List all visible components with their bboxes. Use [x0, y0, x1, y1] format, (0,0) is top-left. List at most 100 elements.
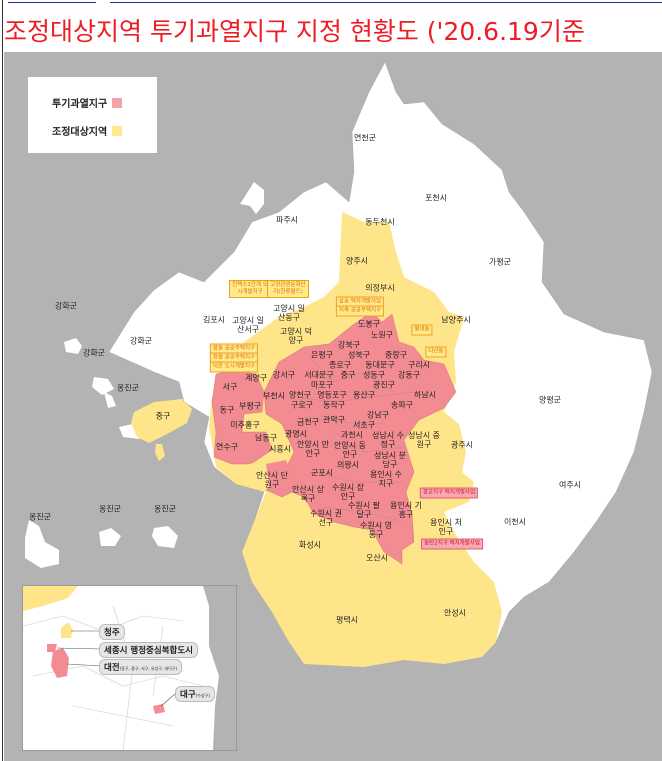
- region-label: 안산시 단원구: [256, 471, 288, 489]
- region-label: 미추홀구: [230, 420, 260, 430]
- overheated-zone-ansan: [266, 460, 294, 492]
- callout-label: 다산동: [425, 346, 447, 358]
- region-label: 영등포구: [317, 390, 347, 400]
- region-label: 고양시 덕양구: [280, 327, 312, 345]
- region-label: 오산시: [365, 553, 389, 563]
- region-label: 용산구: [352, 390, 376, 400]
- region-label: 마포구: [310, 380, 334, 390]
- region-label: 광주시: [450, 440, 474, 450]
- region-label: 부평구: [238, 401, 262, 411]
- region-label: 중구: [340, 370, 356, 380]
- region-label: 중구: [155, 411, 171, 421]
- region-label: 동두천시: [365, 217, 395, 227]
- region-label: 가평군: [488, 257, 512, 267]
- inset-label-cheongju: 청주: [99, 624, 125, 640]
- region-label: 용인시 기흥구: [390, 501, 422, 519]
- region-label: 중랑구: [384, 350, 408, 360]
- callout-label: 킨텍스1단계 도시개발지구: [229, 280, 271, 298]
- region-label: 옹진군: [28, 512, 52, 522]
- region-label: 용인시 처인구: [430, 518, 462, 536]
- callout-label: 동탄2지구 택지개발사업: [421, 538, 483, 550]
- region-label: 성북구: [347, 350, 371, 360]
- region-label: 고양시 일산동구: [273, 304, 305, 322]
- region-label: 광명시: [284, 429, 308, 439]
- region-label: 연수구: [215, 442, 239, 452]
- island-junggu: [131, 399, 192, 461]
- region-label: 성동구: [362, 370, 386, 380]
- region-label: 구리시: [407, 360, 431, 370]
- region-label: 서초구: [352, 420, 376, 430]
- region-label: 수원시 영통구: [360, 521, 392, 539]
- region-label: 동작구: [322, 400, 346, 410]
- islands: [25, 182, 264, 568]
- region-label: 연천군: [353, 133, 377, 143]
- page-title: 조정대상지역 투기과열지구 지정 현황도 ('20.6.19기준: [4, 17, 585, 46]
- region-label: 평택시: [335, 615, 359, 625]
- region-label: 시흥시: [268, 444, 292, 454]
- region-label: 양천구: [288, 390, 312, 400]
- region-label: 종로구: [328, 360, 352, 370]
- region-label: 관악구: [322, 415, 346, 425]
- region-label: 용인시 수지구: [370, 470, 402, 488]
- region-label: 안양시 만안구: [297, 440, 329, 458]
- legend-swatch-pink: [112, 97, 123, 108]
- region-label: 옹진군: [116, 383, 140, 393]
- region-label: 이천시: [503, 517, 527, 527]
- region-label: 양주시: [345, 256, 369, 266]
- region-label: 안성시: [443, 608, 467, 618]
- district-boundaries: [293, 351, 415, 523]
- region-label: 노원구: [370, 330, 394, 340]
- inset-label-daegu: 대구(수성구): [175, 686, 215, 702]
- region-label: 고양시 일산서구: [232, 316, 264, 334]
- region-label: 파주시: [275, 215, 299, 225]
- region-label: 수원시 팔달구: [348, 501, 380, 519]
- region-label: 포천시: [424, 193, 448, 203]
- region-label: 남동구: [254, 433, 278, 443]
- region-label: 광진구: [372, 380, 396, 390]
- legend: 투기과열지구 조정대상지역: [28, 77, 157, 153]
- region-label: 화성시: [298, 540, 322, 550]
- region-label: 강화군: [129, 336, 153, 346]
- callout-label: 고양관광문화단지(한류월드): [267, 280, 309, 298]
- region-label: 수원시 권선구: [310, 509, 342, 527]
- inset-sejong: [47, 644, 57, 652]
- legend-label: 조정대상지역: [52, 127, 108, 138]
- inset-map: 청주 세종시 행정중심복합도시 대전(동구, 중구, 서구, 유성구, 대덕구)…: [22, 585, 237, 751]
- legend-item-overheated: 투기과열지구: [52, 95, 123, 110]
- region-label: 과천시: [340, 430, 364, 440]
- region-label: 계양구: [244, 373, 268, 383]
- region-label: 강남구: [366, 410, 390, 420]
- region-label: 의정부시: [365, 283, 395, 293]
- region-label: 안양시 동안구: [334, 441, 366, 459]
- region-label: 옹진군: [153, 504, 177, 514]
- region-label: 강화군: [54, 301, 78, 311]
- region-label: 의왕시: [336, 460, 360, 470]
- legend-item-adjustment: 조정대상지역: [52, 123, 123, 138]
- region-label: 남양주시: [441, 315, 471, 325]
- region-label: 여주시: [558, 480, 582, 490]
- overheated-zone: [263, 311, 457, 565]
- region-label: 강동구: [397, 370, 421, 380]
- region-label: 군포시: [310, 468, 334, 478]
- region-label: 옹진군: [98, 504, 122, 514]
- region-label: 동구: [219, 405, 235, 415]
- region-label: 김포시: [202, 315, 226, 325]
- inset-daejeon: [51, 648, 69, 678]
- region-label: 하남시: [413, 390, 437, 400]
- region-label: 구로구: [290, 400, 314, 410]
- callout-label: 별내동: [411, 324, 433, 336]
- inset-label-daejeon: 대전(동구, 중구, 서구, 유성구, 대덕구): [99, 659, 183, 675]
- page-border: [2, 0, 3, 761]
- region-label: 강화군: [82, 348, 106, 358]
- region-label: 안산시 상록구: [292, 485, 324, 503]
- region-label: 서대문구: [304, 370, 334, 380]
- header-rule: [8, 2, 96, 3]
- region-label: 송파구: [390, 400, 414, 410]
- region-label: 금천구: [296, 417, 320, 427]
- region-label: 양평군: [538, 395, 562, 405]
- overheated-zone-incheon: [211, 369, 273, 465]
- region-label: 은평구: [310, 350, 334, 360]
- region-label: 성남시 중원구: [408, 431, 440, 449]
- region-label: 동대문구: [365, 360, 395, 370]
